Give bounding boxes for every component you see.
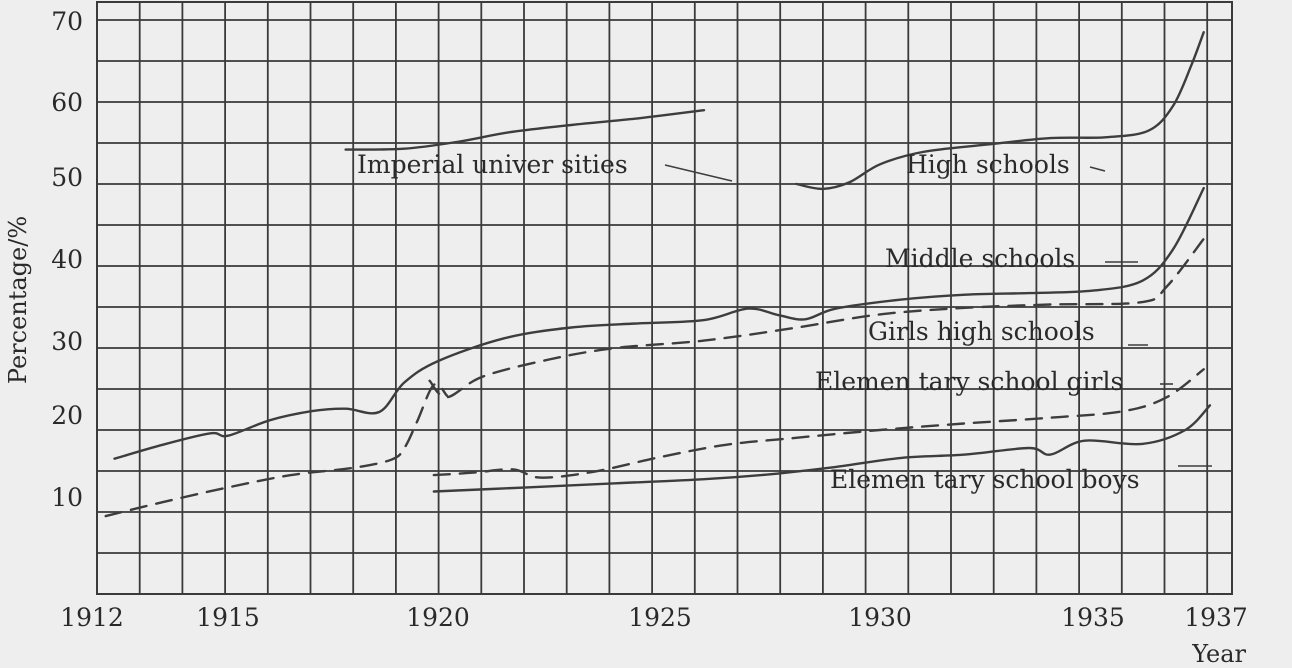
series-line-elemen-tary-school-girls <box>432 368 1205 479</box>
series-line-high-schools <box>795 31 1205 191</box>
annotation-middle-schools: Middle schools <box>885 244 1075 273</box>
series-layer <box>104 31 1212 518</box>
annotation-imperial-universities: Imperial univer sities <box>357 150 628 179</box>
annotation-girls-high-schools: Girls high schools <box>868 317 1095 346</box>
y-tick-label: 10 <box>51 483 83 512</box>
x-tick-label: 1925 <box>628 603 692 632</box>
grid <box>97 2 1232 594</box>
y-axis-ticks: 70 60 50 40 30 20 10 <box>51 7 83 512</box>
x-tick-label: 1937 <box>1184 603 1248 632</box>
series-line-girls-high-schools <box>428 237 1205 399</box>
x-axis-ticks: 1912 1915 1920 1925 1930 1935 1937 <box>60 603 1248 632</box>
series-line-elemen-tary-school-girls <box>104 382 449 518</box>
series-line-middle-schools <box>113 186 1205 460</box>
series-line-imperial-univer-sities <box>344 109 706 151</box>
x-tick-label: 1920 <box>406 603 470 632</box>
annotation-leader-line <box>664 164 733 182</box>
y-tick-label: 30 <box>51 327 83 356</box>
y-tick-label: 70 <box>51 7 83 36</box>
annotation-leaders <box>664 164 1212 467</box>
series-annotations: Imperial univer sities High schools Midd… <box>357 150 1140 494</box>
y-tick-label: 40 <box>51 245 83 274</box>
y-axis-label: Percentage/% <box>4 216 32 384</box>
series-line-elemen-tary-school-boys <box>432 404 1212 493</box>
annotation-high-schools: High schools <box>906 150 1070 179</box>
x-tick-label: 1915 <box>196 603 260 632</box>
annotation-elementary-school-boys: Elemen tary school boys <box>830 465 1140 494</box>
y-tick-label: 60 <box>51 88 83 117</box>
y-tick-label: 20 <box>51 401 83 430</box>
annotation-leader-line <box>1089 166 1106 172</box>
x-tick-label: 1935 <box>1061 603 1125 632</box>
x-axis-label: Year <box>1191 640 1246 668</box>
annotation-elementary-school-girls: Elemen tary school girls <box>815 367 1123 396</box>
x-tick-label: 1912 <box>60 603 124 632</box>
y-tick-label: 50 <box>51 163 83 192</box>
plot-frame <box>96 1 1233 595</box>
x-tick-label: 1930 <box>848 603 912 632</box>
